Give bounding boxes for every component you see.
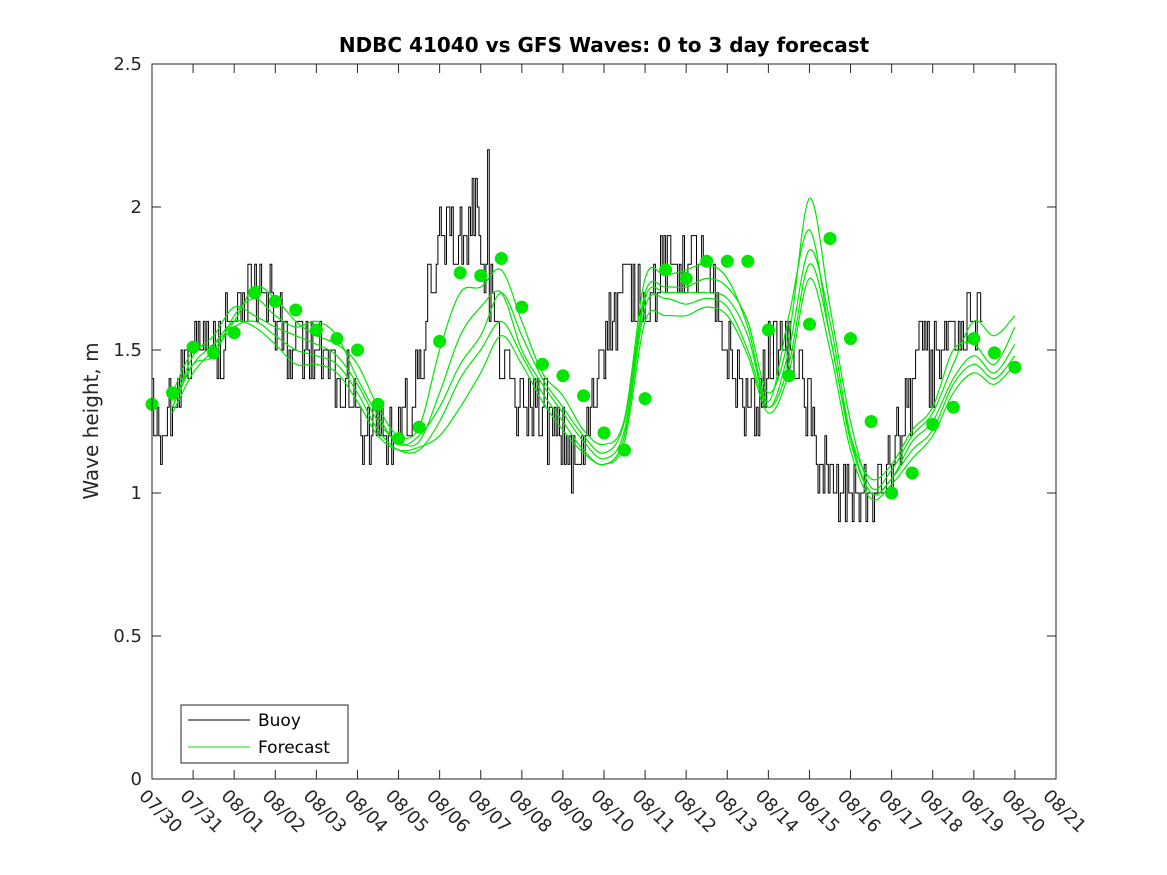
chart-title: NDBC 41040 vs GFS Waves: 0 to 3 day fore… [339, 33, 870, 57]
forecast-point [433, 334, 447, 348]
forecast-point [556, 369, 570, 383]
legend-buoy-label: Buoy [258, 711, 301, 731]
forecast-point [330, 332, 344, 346]
forecast-point [412, 420, 426, 434]
forecast-point [207, 346, 221, 360]
forecast-point [474, 269, 488, 283]
forecast-point [186, 340, 200, 354]
forecast-point [351, 343, 364, 357]
legend-box [180, 704, 349, 764]
forecast-point [453, 266, 467, 280]
forecast-point [782, 369, 796, 383]
forecast-point [967, 332, 981, 346]
forecast-line-2 [171, 197, 1016, 490]
y-tick-label: 1.5 [113, 340, 142, 361]
y-tick-label: 2 [131, 197, 142, 218]
legend: Buoy Forecast [180, 704, 349, 764]
forecast-line-5 [171, 277, 1016, 501]
forecast-point [741, 254, 755, 268]
forecast-point [166, 386, 179, 400]
forecast-point [844, 332, 857, 346]
forecast-point [227, 326, 241, 340]
forecast-point [659, 263, 673, 277]
forecast-point [864, 415, 878, 428]
forecast-point [248, 286, 262, 300]
forecast-point [926, 417, 940, 431]
y-tick-label: 0 [131, 769, 142, 790]
forecast-point [268, 294, 282, 308]
forecast-point [803, 317, 816, 331]
forecast-point [371, 397, 385, 411]
forecast-point [535, 357, 549, 371]
y-tick-label: 2.5 [113, 54, 142, 75]
plot-area: 00.511.522.507/3007/3108/0108/0208/0308/… [113, 54, 1090, 837]
forecast-point [494, 252, 508, 265]
forecast-point [638, 392, 652, 406]
y-tick-label: 0.5 [113, 626, 142, 647]
forecast-point [392, 432, 405, 446]
y-tick-label: 1 [131, 483, 142, 504]
legend-forecast-label: Forecast [258, 738, 330, 758]
forecast-point [946, 400, 960, 414]
forecast-point [720, 254, 734, 268]
forecast-point [618, 443, 631, 457]
forecast-point [577, 389, 590, 403]
forecast-point [905, 466, 919, 480]
forecast-point [987, 346, 1001, 360]
forecast-point [679, 272, 693, 285]
forecast-point [885, 486, 899, 500]
forecast-point [289, 303, 303, 317]
forecast-point [1008, 360, 1022, 374]
forecast-point [309, 323, 323, 337]
forecast-point [761, 323, 775, 337]
forecast-point [515, 300, 529, 314]
forecast-point [597, 426, 611, 440]
forecast-point [700, 254, 714, 268]
forecast-point [823, 232, 837, 245]
y-axis-label: Wave height, m [79, 342, 103, 499]
